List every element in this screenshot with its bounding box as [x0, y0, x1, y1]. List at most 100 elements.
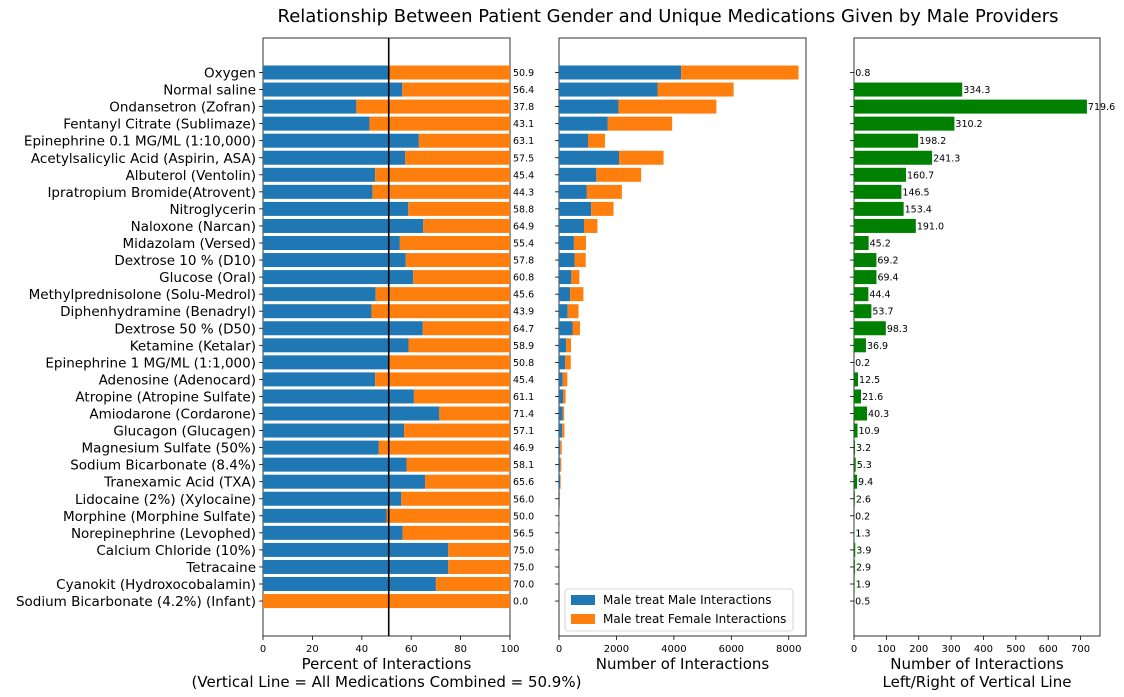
- y-tick-label: Ipratropium Bromide(Atrovent): [47, 185, 256, 201]
- bar-female-percent: [388, 65, 510, 80]
- y-tick-label: Ketamine (Ketalar): [130, 338, 256, 354]
- bar-female-count: [588, 133, 605, 148]
- bar-female-count: [618, 99, 717, 114]
- bar-difference: [854, 82, 963, 97]
- y-tick-label: Oxygen: [204, 66, 256, 82]
- bar-female-percent: [418, 133, 510, 148]
- value-label: 98.3: [887, 324, 908, 335]
- bar-female-count: [571, 270, 580, 285]
- bar-female-count: [563, 389, 566, 404]
- x-tick-label: 6000: [719, 644, 744, 655]
- y-tick-label: Normal saline: [163, 83, 256, 99]
- x-tick-label: 100: [500, 644, 519, 655]
- bar-difference: [854, 287, 869, 302]
- y-tick-label: Magnesium Sulfate (50%): [82, 441, 256, 457]
- bar-female-percent: [413, 389, 510, 404]
- value-label: 43.9: [513, 307, 534, 318]
- value-label: 63.1: [513, 136, 534, 147]
- bar-male-percent: [263, 82, 403, 97]
- bar-male-percent: [263, 201, 409, 216]
- bar-female-percent: [386, 508, 510, 523]
- y-tick-label: Tranexamic Acid (TXA): [103, 475, 256, 491]
- bar-male-count: [559, 389, 564, 404]
- value-label: 198.2: [919, 136, 946, 147]
- bar-male-count: [559, 372, 563, 387]
- x-tick-label: 20: [306, 644, 319, 655]
- value-label: 50.8: [513, 358, 534, 369]
- value-label: 0.2: [855, 358, 870, 369]
- y-tick-label: Lidocaine (2%) (Xylocaine): [75, 492, 256, 508]
- y-tick-label: Sodium Bicarbonate (4.2%) (Infant): [16, 594, 256, 610]
- y-tick-label: Glucose (Oral): [159, 270, 256, 286]
- y-tick-label: Dextrose 50 % (D50): [114, 321, 256, 337]
- bar-female-percent: [402, 82, 510, 97]
- bar-male-percent: [263, 236, 400, 250]
- value-label: 57.5: [513, 153, 534, 164]
- bar-male-percent: [263, 253, 406, 268]
- bar-female-count: [596, 167, 642, 182]
- bar-male-percent: [263, 372, 376, 387]
- bar-female-count: [562, 372, 568, 387]
- bar-difference: [854, 474, 858, 489]
- value-label: 45.6: [513, 290, 534, 301]
- bar-female-count: [586, 184, 622, 199]
- x-axis-label: Number of Interactions: [890, 655, 1064, 673]
- y-tick-label: Ondansetron (Zofran): [109, 100, 256, 116]
- value-label: 58.9: [513, 341, 534, 352]
- bar-female-percent: [408, 338, 510, 353]
- value-label: 0.2: [855, 511, 870, 522]
- bar-difference: [854, 577, 855, 591]
- bar-male-count: [559, 236, 574, 250]
- x-axis-label: Percent of Interactions: [302, 655, 472, 673]
- value-label: 55.4: [513, 239, 534, 250]
- y-tick-label: Midazolam (Versed): [122, 236, 256, 252]
- value-label: 50.0: [513, 511, 534, 522]
- bar-difference: [854, 423, 858, 438]
- bar-male-percent: [263, 116, 370, 131]
- value-label: 69.2: [877, 256, 898, 267]
- difference-panel: 0 100 200 300 400 500 600 700 Number of Interact…: [850, 37, 1115, 691]
- bar-difference: [854, 338, 866, 353]
- value-label: 56.0: [513, 494, 534, 505]
- value-label: 5.3: [857, 460, 872, 471]
- x-tick-label: 2000: [604, 644, 629, 655]
- value-label: 45.4: [513, 375, 534, 386]
- legend-label-male: Male treat Male Interactions: [603, 593, 771, 607]
- value-label: 1.9: [856, 580, 871, 591]
- x-tick-label: 300: [942, 644, 961, 655]
- value-label: 0.5: [855, 597, 870, 608]
- y-tick-label: Dextrose 10 % (D10): [114, 253, 256, 269]
- bar-female-percent: [399, 236, 510, 250]
- bar-female-count: [681, 65, 799, 80]
- x-axis-label-line2: (Vertical Line = All Medications Combine…: [192, 673, 582, 691]
- value-label: 46.9: [513, 443, 534, 454]
- value-label: 1.3: [855, 528, 870, 539]
- bar-male-count: [559, 218, 584, 233]
- bar-difference: [854, 406, 868, 421]
- bar-female-count: [562, 406, 565, 421]
- plot-frame: [558, 37, 807, 637]
- bar-female-count: [562, 423, 565, 438]
- value-label: 75.0: [513, 545, 534, 556]
- bar-male-count: [559, 474, 561, 489]
- bar-female-percent: [448, 542, 510, 557]
- bar-male-percent: [263, 287, 376, 302]
- bar-male-count: [559, 99, 619, 114]
- y-tick-label: Methylprednisolone (Solu-Medrol): [29, 287, 256, 303]
- x-tick-label: 8000: [776, 644, 801, 655]
- plot-frame: [262, 37, 511, 637]
- bar-female-percent: [413, 270, 510, 285]
- bar-male-percent: [263, 406, 440, 421]
- value-label: 56.5: [513, 528, 534, 539]
- bar-difference: [854, 218, 916, 233]
- y-tick-label: Norepinephrine (Levophed): [71, 526, 256, 542]
- bar-female-percent: [405, 150, 510, 165]
- bar-female-percent: [263, 594, 510, 609]
- value-label: 75.0: [513, 562, 534, 573]
- bar-female-count: [560, 474, 561, 489]
- bar-male-percent: [263, 218, 424, 233]
- bar-female-percent: [408, 201, 510, 216]
- bar-female-percent: [388, 355, 510, 370]
- bar-female-count: [583, 218, 598, 233]
